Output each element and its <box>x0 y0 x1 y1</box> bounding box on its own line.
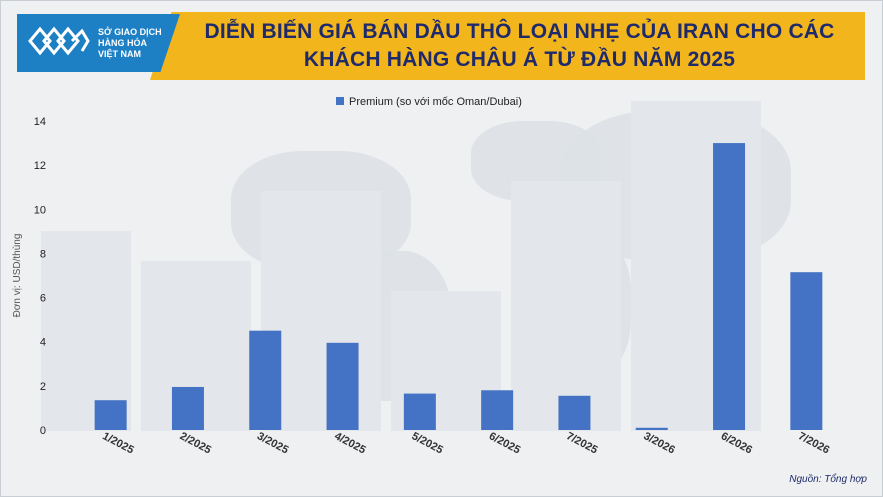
title-line-1: DIỄN BIẾN GIÁ BÁN DẦU THÔ LOẠI NHẸ CỦA I… <box>204 20 835 43</box>
y-tick-label: 6 <box>40 293 46 305</box>
bar <box>94 400 127 430</box>
title-line-2: KHÁCH HÀNG CHÂU Á TỪ ĐẦU NĂM 2025 <box>303 48 736 71</box>
x-tick-label: 6/2025 <box>487 430 522 456</box>
x-tick-label: 6/2026 <box>719 430 754 456</box>
y-tick-label: 10 <box>34 204 46 216</box>
title-banner <box>150 12 865 80</box>
bar <box>558 395 591 430</box>
chart-title: DIỄN BIẾN GIÁ BÁN DẦU THÔ LOẠI NHẸ CỦA I… <box>182 18 857 74</box>
logo-mark-icon <box>28 26 90 56</box>
logo-line-2: HÀNG HÓA <box>98 38 147 48</box>
x-tick-label: 3/2025 <box>255 430 290 456</box>
x-tick-label: 2/2025 <box>178 430 213 456</box>
legend-swatch <box>336 97 344 105</box>
y-tick-label: 14 <box>34 116 46 128</box>
bar <box>713 143 746 431</box>
skyline-building <box>41 231 131 431</box>
x-tick-label: 5/2025 <box>410 430 445 456</box>
legend-label: Premium (so với mốc Oman/Dubai) <box>349 96 522 108</box>
x-tick-label: 7/2026 <box>796 430 831 456</box>
bar <box>403 393 436 430</box>
x-tick-label: 4/2025 <box>332 430 367 456</box>
bar <box>481 390 514 430</box>
bar <box>326 342 359 430</box>
y-tick-label: 12 <box>34 160 46 172</box>
logo-text: SỞ GIAO DỊCH HÀNG HÓA VIỆT NAM <box>98 27 162 60</box>
y-tick-label: 0 <box>40 425 46 437</box>
y-axis-label: Đơn vị: USD/thùng <box>12 234 23 318</box>
x-tick-label: 7/2025 <box>564 430 599 456</box>
y-tick-label: 4 <box>40 337 46 349</box>
bar <box>790 272 823 430</box>
logo-line-1: SỞ GIAO DỊCH <box>98 27 162 37</box>
logo-line-3: VIỆT NAM <box>98 49 142 59</box>
bar <box>171 386 204 430</box>
y-tick-label: 8 <box>40 248 46 260</box>
bar <box>249 330 282 430</box>
y-tick-label: 2 <box>40 381 46 393</box>
x-tick-label: 1/2025 <box>100 430 135 456</box>
bar <box>635 427 668 430</box>
x-tick-label: 3/2026 <box>641 430 676 456</box>
skyline-building <box>511 181 621 431</box>
source-note: Nguồn: Tổng hợp <box>789 474 867 485</box>
